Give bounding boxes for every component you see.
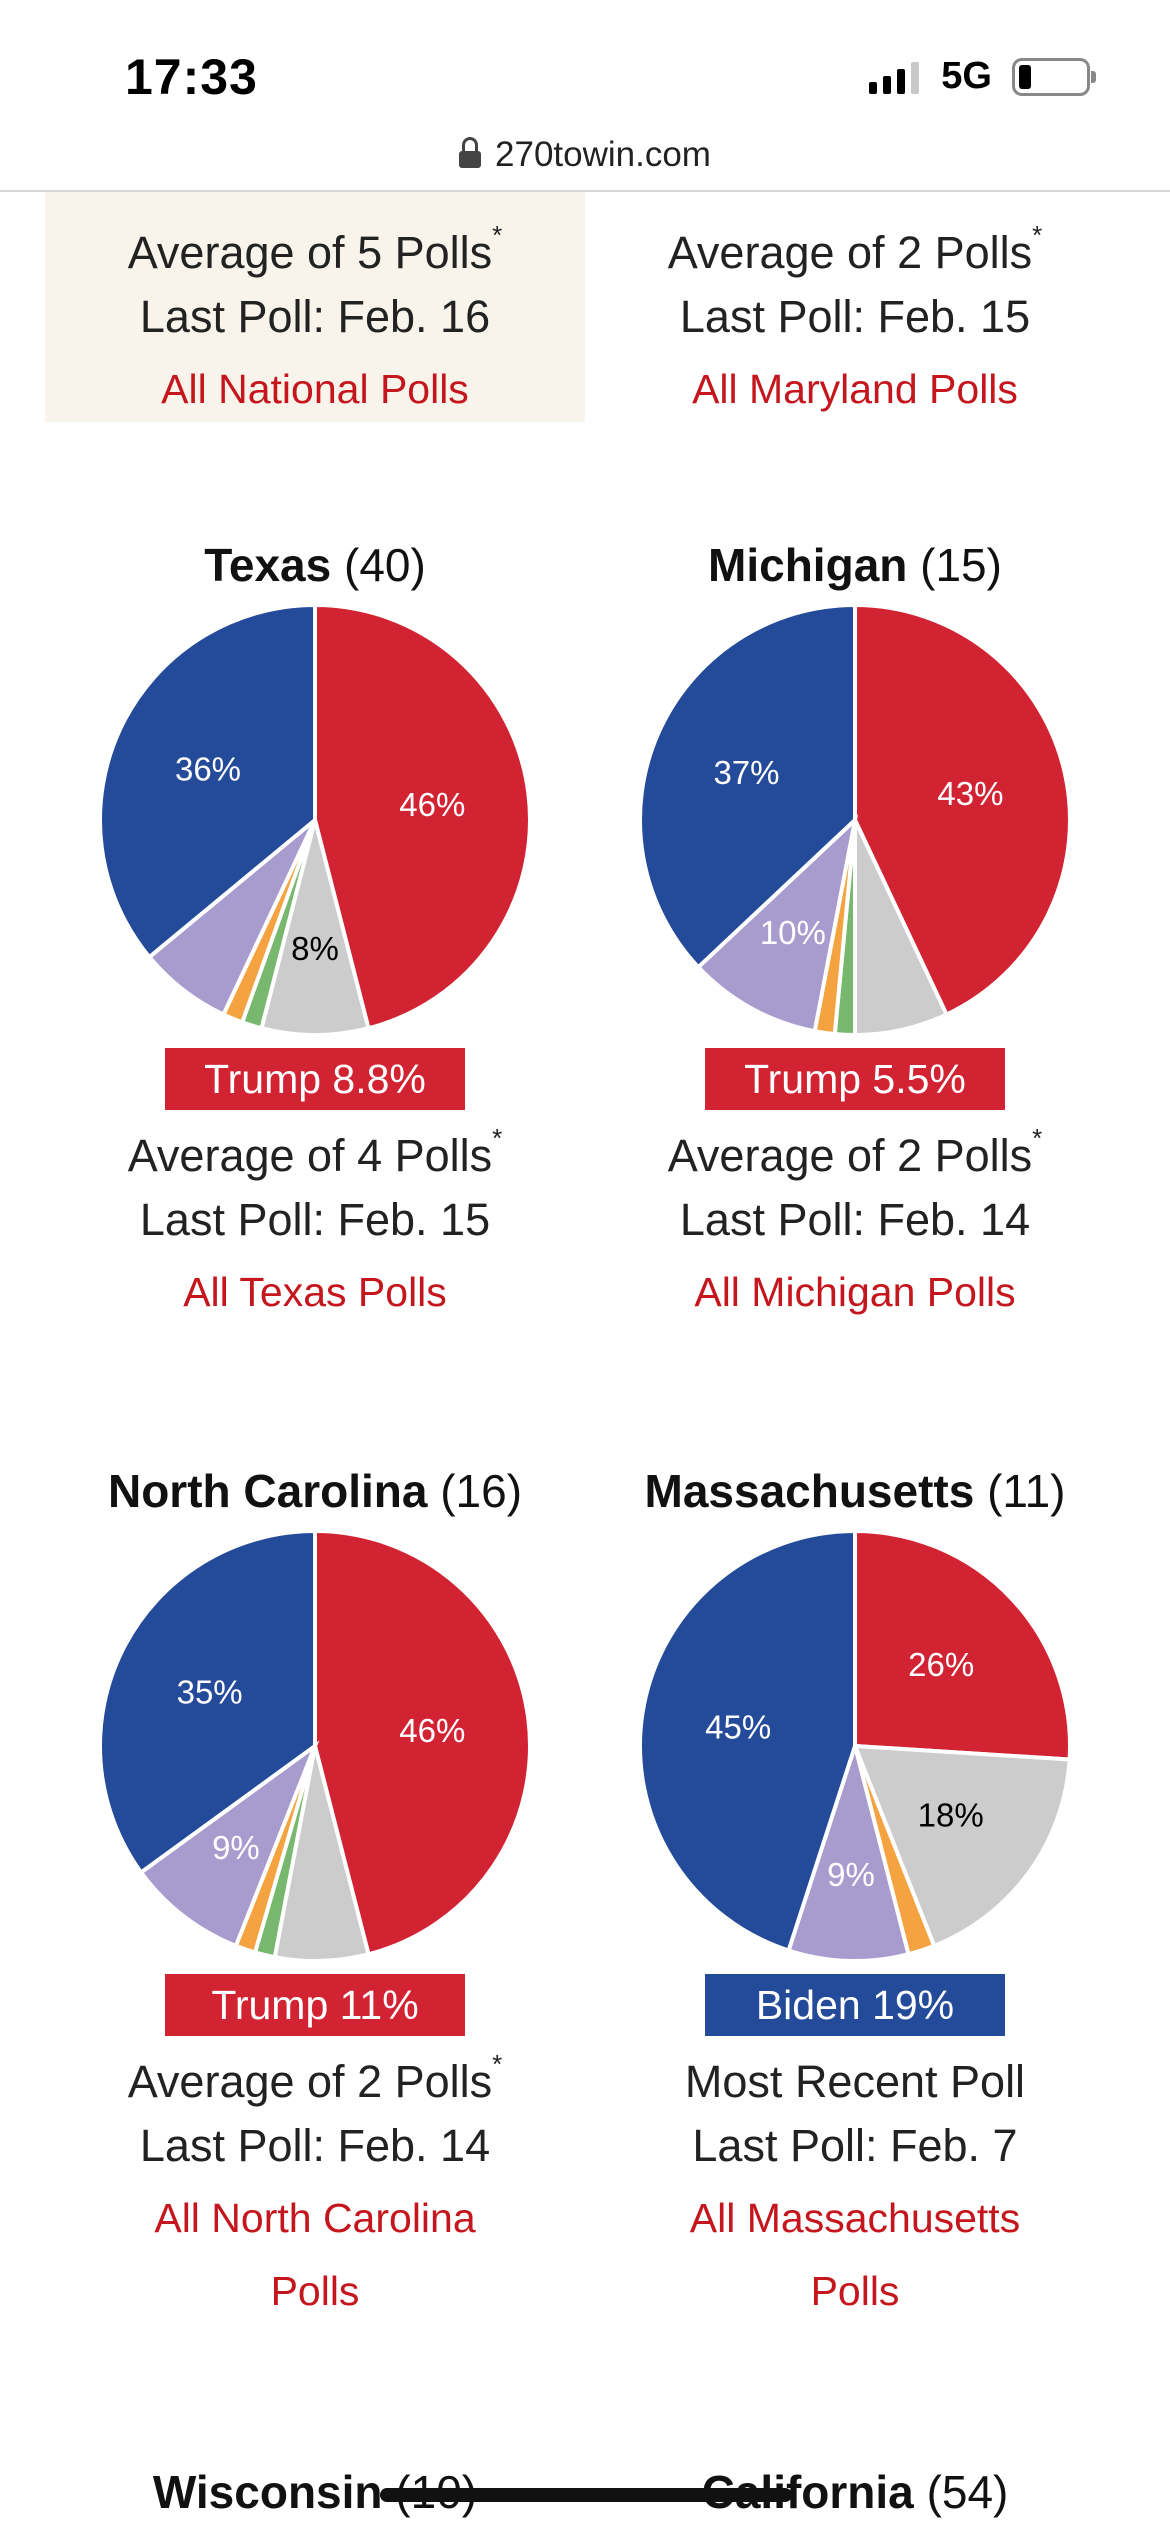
leader-badge: Trump 8.8% [165,1048,465,1110]
pie-slice-label: 37% [713,754,779,791]
state-card-texas: Texas (40) 46% 8% 36% Trump 8.8% Average o… [45,530,585,1329]
pie-slice[interactable] [695,814,859,1034]
last-poll-text: Last Poll: Feb. 15 [139,1194,491,1245]
all-national-polls-link[interactable]: All National Polls [161,366,469,412]
state-card-north-carolina: North Carolina (16) 46% 9% 35% Trump 11% A… [45,1456,585,2328]
state-title[interactable]: Michigan (15) [708,539,1002,591]
last-poll-text: Last Poll: Feb. 14 [139,2120,491,2171]
all-maryland-polls-link[interactable]: All Maryland Polls [692,366,1018,412]
pie-slice-label: 10% [760,914,826,951]
pie-slice-label: 8% [291,930,339,967]
pie-slice[interactable] [638,602,857,971]
pie-slice-label: 26% [908,1646,974,1683]
leader-badge: Biden 19% [705,1974,1005,2036]
pie-slice[interactable] [853,1528,1072,1762]
all-state-polls-link[interactable]: All Michigan Polls [694,1269,1016,1315]
pie-slice[interactable] [259,819,371,1037]
battery-icon [1012,57,1096,96]
url-text[interactable]: 270towin.com [495,135,711,174]
last-poll-text: Last Poll: Feb. 14 [679,1194,1031,1245]
poll-average-text: Average of 2 Polls* [127,2049,503,2107]
last-poll-text: Last Poll: Feb. 7 [692,2120,1018,2171]
national-poll-card: Average of 5 Polls* Last Poll: Feb. 16 A… [45,192,585,422]
pie-chart[interactable]: 26% 18% 9% 45% [635,1526,1075,1966]
pie-slice-label: 9% [212,1829,260,1866]
last-poll-text: Last Poll: Feb. 16 [139,291,491,342]
pie-chart[interactable]: 43% 10% 37% [635,600,1075,1040]
all-state-polls-link-cont[interactable]: Polls [810,2268,900,2314]
pie-slice[interactable] [638,1528,857,1953]
state-title[interactable]: Texas (40) [204,539,426,591]
pie-slice-label: 43% [937,775,1003,812]
state-title[interactable]: North Carolina (16) [107,1465,523,1517]
leader-badge: Trump 5.5% [705,1048,1005,1110]
pie-slice[interactable] [313,602,532,1031]
lock-icon [459,137,482,170]
page-content: Average of 5 Polls* Last Poll: Feb. 16 A… [0,192,1170,2532]
poll-average-text: Average of 4 Polls* [127,1123,503,1181]
pie-slice[interactable] [98,1528,317,1876]
pie-slice[interactable] [98,602,317,960]
pie-slice-label: 9% [827,1856,875,1893]
state-card-massachusetts: Massachusetts (11) 26% 18% 9% 45% Biden 19%… [585,1456,1125,2328]
pie-slice-label: 46% [399,1712,465,1749]
pie-slice-label: 35% [177,1673,243,1710]
status-time: 17:33 [125,49,258,105]
pie-slice[interactable] [786,1738,911,1963]
signal-icon [869,60,920,94]
all-state-polls-link[interactable]: All Massachusetts [689,2195,1021,2241]
status-bar: 17:33 5G [0,0,1170,130]
pie-slice[interactable] [138,1740,320,1949]
state-title[interactable]: Massachusetts (11) [644,1465,1066,1517]
poll-average-text: Average of 2 Polls* [667,1123,1043,1181]
pie-slice-label: 46% [399,786,465,823]
poll-average-text: Average of 2 Polls* [667,220,1043,278]
pie-slice-label: 18% [918,1797,984,1834]
pie-slice[interactable] [851,1743,1072,1949]
pie-slice[interactable] [313,1528,532,1957]
all-state-polls-link-cont[interactable]: Polls [270,2268,360,2314]
last-poll-text: Last Poll: Feb. 15 [679,291,1031,342]
leader-badge: Trump 11% [165,1974,465,2036]
pie-slice[interactable] [853,602,1072,1018]
poll-average-text: Most Recent Poll [684,2056,1026,2107]
pie-slice-label: 45% [705,1709,771,1746]
pie-chart[interactable]: 46% 9% 35% [95,1526,535,1966]
maryland-poll-card: Average of 2 Polls* Last Poll: Feb. 15 A… [585,192,1125,422]
pie-chart[interactable]: 46% 8% 36% [95,600,535,1040]
home-indicator[interactable] [380,2488,792,2502]
pie-slice-label: 36% [175,751,241,788]
all-state-polls-link[interactable]: All Texas Polls [183,1269,447,1315]
network-type: 5G [941,55,992,97]
all-state-polls-link[interactable]: All North Carolina [154,2195,476,2241]
poll-average-text: Average of 5 Polls* [127,220,503,278]
state-card-michigan: Michigan (15) 43% 10% 37% Trump 5.5% Avera… [585,530,1125,1329]
status-indicators: 5G [869,55,1096,98]
address-bar[interactable]: 270towin.com [0,120,1170,192]
